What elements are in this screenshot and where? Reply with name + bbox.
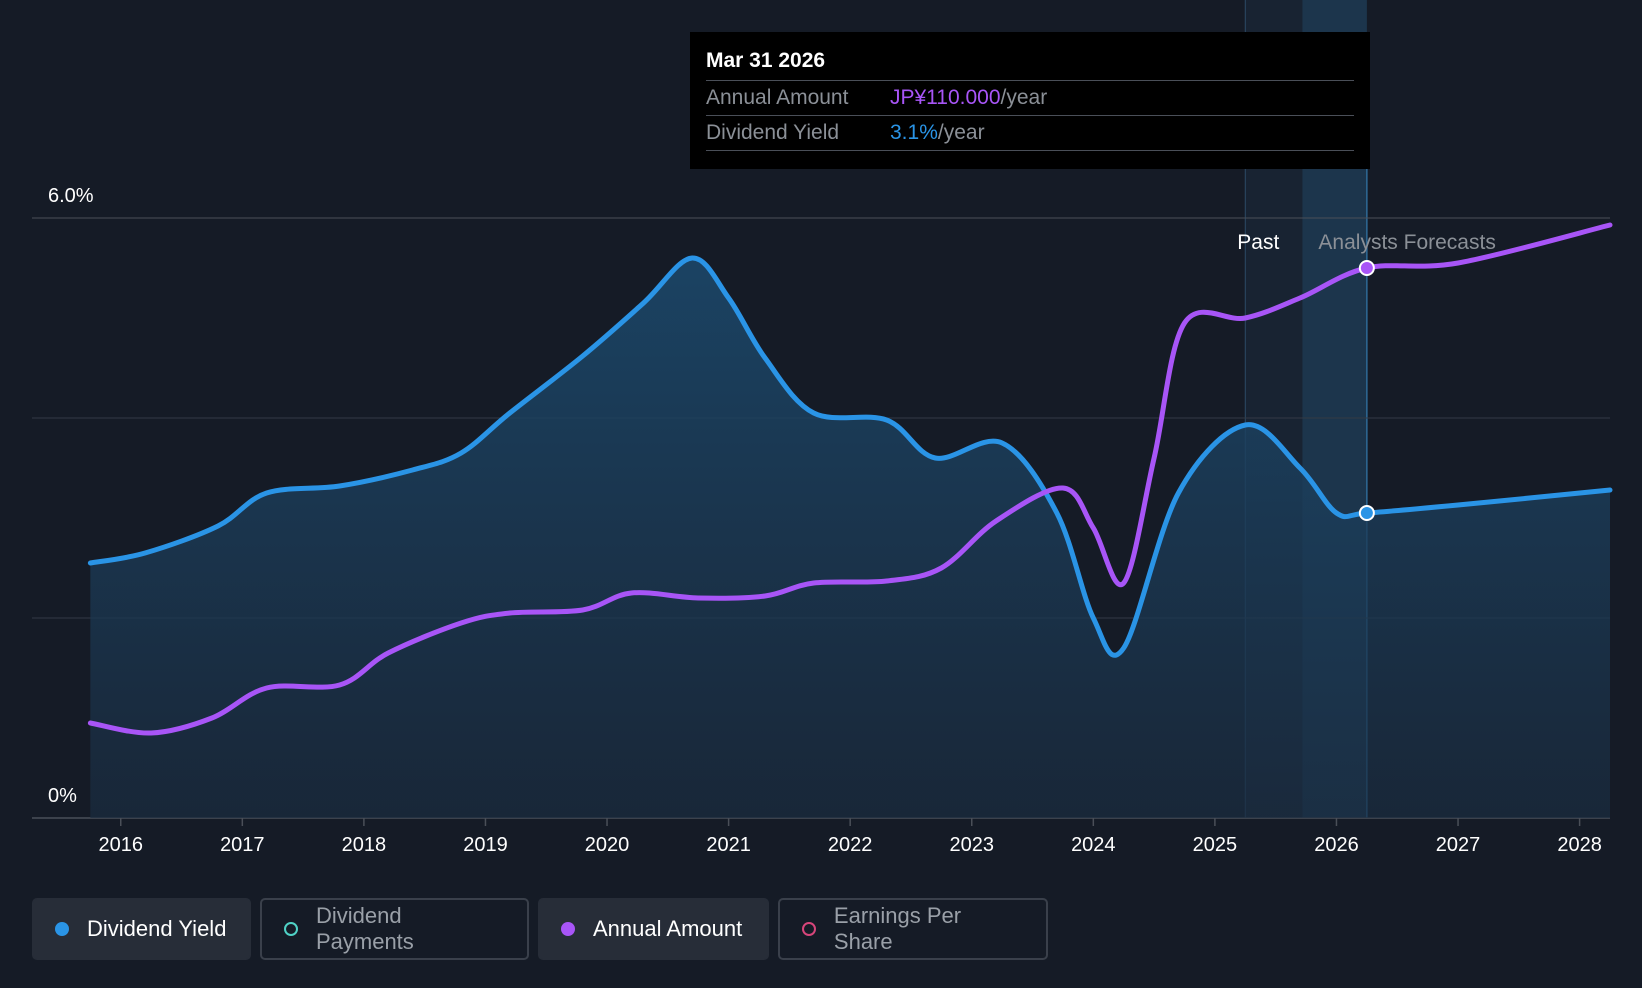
forecast-label: Analysts Forecasts [1318,231,1495,254]
y-tick-label-top: 6.0% [48,185,94,207]
legend-dividend-payments-label: Dividend Payments [315,903,414,954]
legend-dividend-yield[interactable]: Dividend Yield [32,898,251,960]
x-tick-label: 2022 [828,834,873,856]
x-tick-label: 2016 [98,834,143,856]
x-tick-label: 2025 [1193,834,1238,856]
tooltip-annual-label: Annual Amount [706,86,849,109]
legend-annual-amount-label: Annual Amount [593,916,743,941]
x-tick-label: 2019 [463,834,508,856]
tooltip-annual-unit: /year [1000,86,1048,109]
annual-amount-line [87,222,1613,736]
legend-annual-amount-dot [561,922,575,936]
legend-earnings-per-share-label: Earnings Per Share [833,903,962,954]
tooltip-annual-row: Annual Amount JP¥110.000 /year [706,80,1354,115]
x-tick-label: 2028 [1557,834,1602,856]
x-tick-label: 2026 [1314,834,1359,856]
legend-dividend-yield-label: Dividend Yield [87,916,227,941]
x-tick-label: 2018 [342,834,387,856]
tooltip-yield-label: Dividend Yield [706,121,840,144]
legend-annual-amount[interactable]: Annual Amount [538,898,769,960]
x-tick-label: 2017 [220,834,265,856]
dividend-yield-area [90,257,1611,818]
tooltip-yield-value: 3.1% [890,121,938,144]
legend-dividend-payments-dot [284,922,298,936]
x-tick-label: 2023 [949,834,994,856]
series-lines [87,222,1613,736]
tooltip-yield-unit: /year [937,121,985,144]
legend-dividend-payments[interactable]: Dividend Payments [260,898,529,960]
dividend-yield-marker [1358,505,1375,521]
x-tick-label: 2027 [1436,834,1481,856]
tooltip: Mar 31 2026 Annual Amount JP¥110.000 /ye… [690,32,1370,169]
chart-labels: 6.0% 0% Past Analysts Forecasts [48,185,1496,807]
dividend-yield-line [87,255,1613,658]
x-tick-label: 2020 [585,834,630,856]
legend-dividend-yield-dot [55,922,69,936]
x-axis: 2016 2017 2018 2019 2020 2021 2022 2023 2024 2025… [98,818,1602,856]
tooltip-yield-row: Dividend Yield 3.1% /year [706,115,1354,151]
legend-earnings-per-share-dot [802,922,816,936]
tooltip-date: Mar 31 2026 [706,49,826,72]
x-tick-label: 2021 [706,834,751,856]
tooltip-annual-value: JP¥110.000 [890,86,1001,109]
legend-earnings-per-share[interactable]: Earnings Per Share [778,898,1048,960]
x-tick-label: 2024 [1071,834,1116,856]
annual-amount-marker [1358,260,1375,276]
legend: Dividend Yield Dividend Payments Annual … [32,898,1057,960]
past-label: Past [1237,231,1279,254]
y-tick-label-bottom: 0% [48,785,77,807]
